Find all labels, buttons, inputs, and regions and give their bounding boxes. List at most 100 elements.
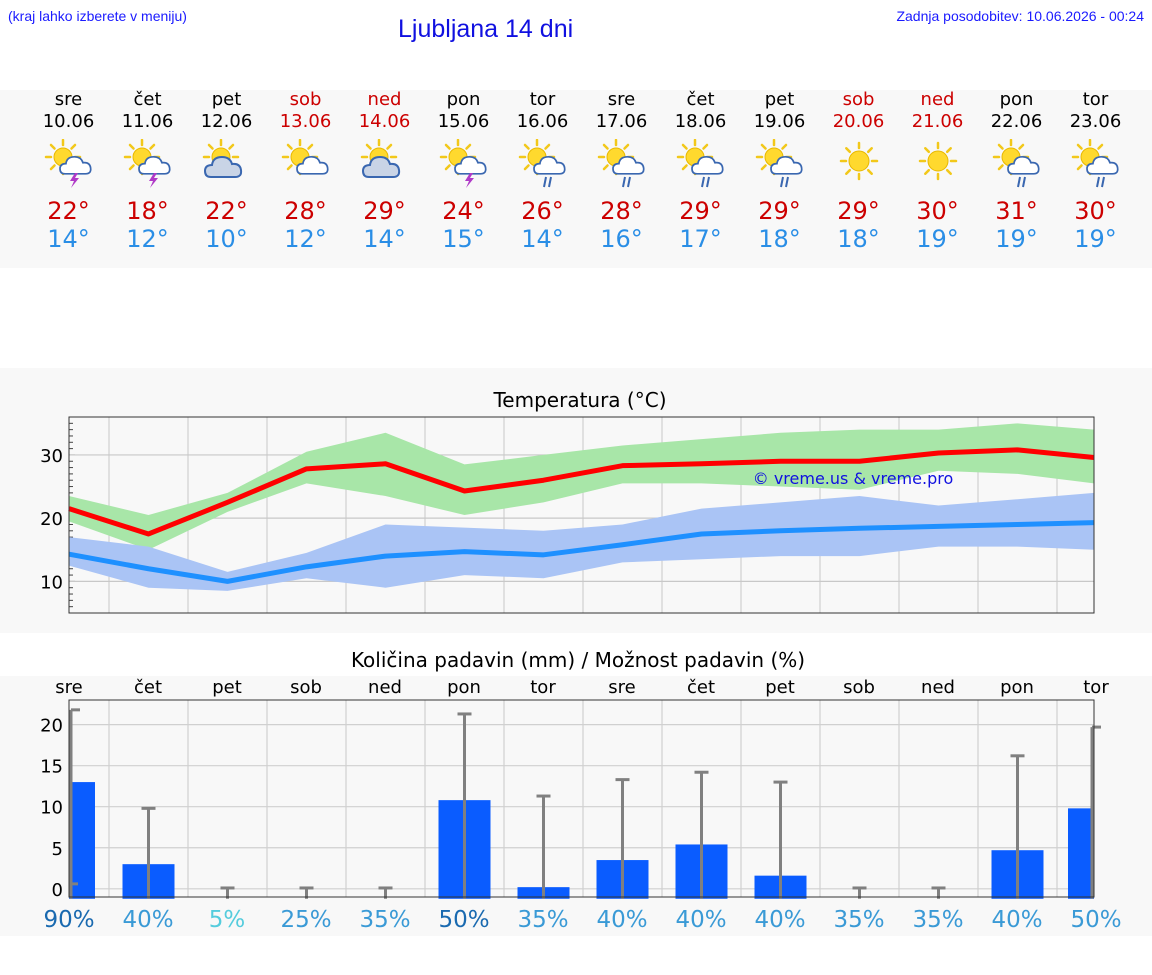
y-tick-label: 10 [40,798,63,819]
forecast-band [0,90,1152,268]
plot-frame [68,699,1095,898]
page-title: Ljubljana 14 dni [398,15,574,43]
chart-title: Količina padavin (mm) / Možnost padavin … [351,648,805,672]
precipitation-probability: 5% [209,907,246,933]
sun-cloud-thunder-icon [44,139,92,188]
day-name: tor [1082,89,1109,110]
day-column: sre 10.06 22° 14° [29,89,108,253]
day-name: ned [920,89,955,110]
min-temperature: 14° [363,225,406,253]
min-temperature: 19° [995,225,1038,253]
day-date: 20.06 [832,111,885,132]
day-column: pon 15.06 24° 15° [424,89,503,253]
min-temperature: 14° [521,225,564,253]
day-column: ned 14.06 29° 14° [345,89,424,253]
day-column: tor 23.06 30° 19° [1056,89,1135,253]
min-temperature: 16° [600,225,643,253]
y-tick-label: 15 [40,757,63,778]
sun-cloud-rain-icon [992,139,1040,188]
precipitation-probability: 35% [912,907,963,933]
plot-frame [68,416,1095,614]
max-temperature: 31° [995,197,1038,225]
y-tick-label: 5 [52,839,63,860]
precipitation-probability: 90% [43,907,94,933]
x-tick-label: sob [290,677,322,698]
max-temperature: 30° [916,197,959,225]
max-temperature: 26° [521,197,564,225]
x-tick-label: sre [55,677,82,698]
day-name: čet [133,89,162,110]
sun-cloud-thunder-icon [123,139,171,188]
x-tick-label: čet [134,677,162,698]
max-temperature: 29° [758,197,801,225]
day-name: ned [367,89,402,110]
min-temperature: 12° [126,225,169,253]
y-tick-label: 20 [40,509,63,530]
precipitation-probability: 40% [122,907,173,933]
day-column: pon 22.06 31° 19° [977,89,1056,253]
max-temperature: 29° [679,197,722,225]
day-column: sre 17.06 28° 16° [582,89,661,253]
sun-cloud-icon [202,139,242,178]
max-temperature: 29° [363,197,406,225]
min-temperature: 15° [442,225,485,253]
x-tick-label: sre [608,677,635,698]
max-temperature-line [68,447,1095,537]
precipitation-probability: 50% [438,907,489,933]
precipitation-probability: 40% [991,907,1042,933]
sun-icon [839,141,878,181]
min-temperature: 12° [284,225,327,253]
max-temperature: 22° [47,197,90,225]
temperature-chart: Temperatura (°C) 10 20 30 © vreme.us & vreme… [40,388,1095,614]
day-column: tor 16.06 26° 14° [503,89,582,253]
max-temperature: 30° [1074,197,1117,225]
watermark: © vreme.us & vreme.pro [753,469,954,488]
precipitation-probability: 35% [359,907,410,933]
day-date: 17.06 [595,111,648,132]
min-temperature: 18° [837,225,880,253]
sun-cloud-rain-icon [518,139,566,188]
precipitation-probability: 25% [280,907,331,933]
x-tick-label: ned [921,677,955,698]
min-temperature: 10° [205,225,248,253]
x-tick-label: čet [687,677,715,698]
day-name: pet [211,89,242,110]
precipitation-bar [69,782,95,899]
x-tick-label: ned [368,677,402,698]
y-tick-label: 20 [40,716,63,737]
precipitation-probability: 35% [517,907,568,933]
day-date: 16.06 [516,111,569,132]
day-date: 14.06 [358,111,411,132]
precipitation-probability: 35% [833,907,884,933]
sun-cloud-icon [360,139,400,178]
min-temperature: 19° [1074,225,1117,253]
day-column: ned 21.06 30° 19° [898,89,977,253]
sun-icon [918,141,957,181]
y-tick-label: 30 [40,446,63,467]
x-tick-label: pon [447,677,481,698]
max-temperature: 29° [837,197,880,225]
sun-cloud-rain-icon [676,139,724,188]
last-updated: Zadnja posodobitev: 10.06.2026 - 00:24 [896,8,1144,24]
day-column: sob 20.06 29° 18° [819,89,898,253]
min-temperature: 19° [916,225,959,253]
day-date: 19.06 [753,111,806,132]
max-temperature: 18° [126,197,169,225]
x-tick-label: sob [843,677,875,698]
sun-cloud-thunder-icon [439,139,487,188]
day-date: 18.06 [674,111,727,132]
precipitation-chart: Količina padavin (mm) / Možnost padavin … [40,648,1121,933]
sun-cloud-rain-icon [597,139,645,188]
day-name: sre [607,89,636,110]
sun-cloud-rain-icon [755,139,803,188]
x-tick-label: pet [212,677,242,698]
day-date: 21.06 [911,111,964,132]
day-name: tor [529,89,556,110]
day-date: 22.06 [990,111,1043,132]
max-temperature: 28° [600,197,643,225]
day-column: sob 13.06 28° 12° [266,89,345,253]
sun-small-cloud-icon [281,139,329,176]
max-temperature: 22° [205,197,248,225]
location-hint: (kraj lahko izberete v meniju) [8,8,187,24]
x-tick-label: pet [765,677,795,698]
